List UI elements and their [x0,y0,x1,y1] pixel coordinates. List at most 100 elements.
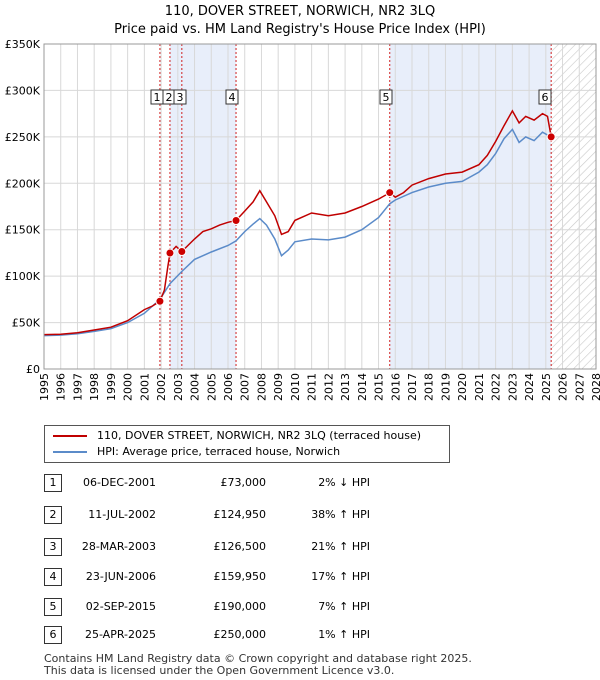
x-tick-label: 2015 [373,373,386,401]
sale-label-box [379,89,393,105]
y-tick-label: £150K [5,224,41,237]
x-tick-label: 1999 [105,373,118,401]
x-tick-label: 2010 [289,373,302,401]
y-tick-label: £200K [5,177,41,190]
sale-label-box [225,89,239,105]
table-row: 2 11-JUL-2002 £124,950 38% ↑ HPI [0,506,600,526]
sale-number: 1 [44,474,62,492]
table-row: 6 25-APR-2025 £250,000 1% ↑ HPI [0,626,600,646]
x-tick-label: 2014 [356,373,369,401]
x-tick-label: 2027 [573,373,586,401]
sale-point [231,215,241,225]
x-tick-label: 2016 [389,373,402,401]
sale-number: 6 [44,626,62,644]
x-tick-label: 2024 [523,373,536,401]
sale-price: £190,000 [213,600,267,613]
x-tick-label: 2025 [540,373,553,401]
table-row: 1 06-DEC-2001 £73,000 2% ↓ HPI [0,474,600,494]
sale-hpi-diff: 17% ↑ HPI [311,570,370,583]
table-row: 3 28-MAR-2003 £126,500 21% ↑ HPI [0,538,600,558]
sale-date: 28-MAR-2003 [81,540,156,553]
x-tick-label: 2013 [339,373,352,401]
x-tick-label: 2018 [423,373,436,401]
sale-label: 4 [229,91,236,104]
sale-price: £126,500 [213,540,267,553]
legend-price-swatch [53,435,87,437]
x-tick-label: 2007 [239,373,252,401]
x-tick-label: 2028 [590,373,600,401]
x-tick-label: 2004 [189,373,202,401]
x-tick-label: 2021 [473,373,486,401]
sale-price: £124,950 [213,508,267,521]
x-tick-label: 2019 [439,373,452,401]
y-tick-label: £350K [5,38,41,51]
sale-label: 5 [383,91,390,104]
x-tick-label: 2023 [506,373,519,401]
x-tick-label: 2026 [557,373,570,401]
sale-point [385,188,395,198]
x-tick-label: 2022 [490,373,503,401]
x-tick-label: 2020 [456,373,469,401]
sale-price: £250,000 [213,628,267,641]
sale-hpi-diff: 38% ↑ HPI [311,508,370,521]
price-line [43,109,552,336]
x-tick-label: 2005 [205,373,218,401]
future-hatch [551,44,596,369]
sale-date: 02-SEP-2015 [85,600,156,613]
x-tick-label: 2006 [222,373,235,401]
table-row: 5 02-SEP-2015 £190,000 7% ↑ HPI [0,598,600,618]
legend-price-label: 110, DOVER STREET, NORWICH, NR2 3LQ (ter… [97,429,422,442]
plot-border [43,43,597,370]
shaded-band [389,44,552,369]
x-tick-label: 2012 [322,373,335,401]
chart-title: 110, DOVER STREET, NORWICH, NR2 3LQ [164,4,436,19]
x-tick-label: 1996 [55,373,68,401]
sale-point [177,247,187,257]
sale-label: 2 [166,91,173,104]
x-tick-label: 2001 [138,373,151,401]
x-tick-label: 2002 [155,373,168,401]
sale-price: £73,000 [220,476,267,489]
x-tick-label: 2017 [406,373,419,401]
chart-legend: 110, DOVER STREET, NORWICH, NR2 3LQ (ter… [44,425,450,463]
footer-copyright: Contains HM Land Registry data © Crown c… [44,652,472,665]
footer-licence: This data is licensed under the Open Gov… [44,664,395,677]
sale-point [165,248,175,258]
sale-number: 3 [44,538,62,556]
y-tick-label: £300K [5,84,41,97]
sale-hpi-diff: 1% ↑ HPI [318,628,370,641]
x-tick-label: 2003 [172,373,185,401]
sale-point [155,296,165,306]
x-tick-label: 1998 [88,373,101,401]
x-tick-label: 1997 [71,373,84,401]
y-tick-label: £0 [26,363,40,376]
y-tick-label: £50K [12,317,41,330]
x-tick-label: 2011 [306,373,319,401]
sale-label-box [538,89,552,105]
y-tick-label: £250K [5,131,41,144]
chart-subtitle: Price paid vs. HM Land Registry's House … [114,22,486,37]
x-tick-label: 2009 [272,373,285,401]
sale-price: £159,950 [213,570,267,583]
sale-date: 25-APR-2025 [84,628,156,641]
sale-point [546,132,556,142]
x-tick-label: 1995 [38,373,51,401]
sale-date: 23-JUN-2006 [85,570,156,583]
sale-hpi-diff: 21% ↑ HPI [311,540,370,553]
sale-hpi-diff: 2% ↓ HPI [318,476,370,489]
sale-number: 2 [44,506,62,524]
sale-label: 3 [177,91,184,104]
x-tick-label: 2000 [122,373,135,401]
legend-hpi-swatch [53,451,87,453]
sale-number: 4 [44,568,62,586]
sale-number: 5 [44,598,62,616]
y-tick-label: £100K [5,270,41,283]
x-tick-label: 2008 [255,373,268,401]
sale-date: 11-JUL-2002 [88,508,156,521]
sale-label: 6 [542,91,549,104]
table-row: 4 23-JUN-2006 £159,950 17% ↑ HPI [0,568,600,588]
sale-hpi-diff: 7% ↑ HPI [318,600,370,613]
legend-hpi-label: HPI: Average price, terraced house, Norw… [97,445,341,458]
sale-date: 06-DEC-2001 [82,476,156,489]
